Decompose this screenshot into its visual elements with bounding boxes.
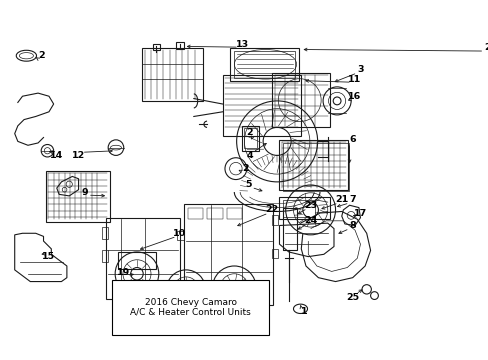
Text: 5: 5 <box>244 180 251 189</box>
Bar <box>105 218 180 300</box>
Text: 2: 2 <box>38 51 44 60</box>
Text: 16: 16 <box>347 92 361 101</box>
Text: 25: 25 <box>346 293 359 302</box>
Bar <box>46 171 109 222</box>
Text: 23: 23 <box>304 201 317 210</box>
Text: 12: 12 <box>72 151 85 160</box>
Text: 2: 2 <box>483 44 488 53</box>
Text: 3: 3 <box>357 65 363 74</box>
Bar <box>177 231 183 240</box>
Text: 17: 17 <box>353 208 366 217</box>
Bar <box>176 42 183 49</box>
Bar <box>142 48 203 101</box>
Text: 2: 2 <box>246 127 253 136</box>
Bar <box>279 140 347 190</box>
Bar <box>183 204 273 305</box>
Bar <box>152 44 160 50</box>
Text: 6: 6 <box>348 135 355 144</box>
Text: 14: 14 <box>50 151 63 160</box>
Bar <box>244 128 256 148</box>
Text: 2016 Chevy Camaro
A/C & Heater Control Units: 2016 Chevy Camaro A/C & Heater Control U… <box>130 298 250 317</box>
Text: 2: 2 <box>242 164 248 173</box>
Bar <box>271 215 277 225</box>
Text: 20: 20 <box>160 287 173 296</box>
Bar <box>102 227 108 239</box>
Bar <box>282 208 296 251</box>
Text: 13: 13 <box>235 40 248 49</box>
Text: 8: 8 <box>348 221 355 230</box>
Bar <box>282 143 348 191</box>
Bar <box>117 252 156 269</box>
Bar <box>242 126 259 151</box>
Text: 11: 11 <box>347 75 361 84</box>
Text: 7: 7 <box>348 195 355 204</box>
Text: 10: 10 <box>173 229 186 238</box>
Text: 4: 4 <box>246 151 253 160</box>
Bar <box>279 197 329 219</box>
Text: 24: 24 <box>304 216 317 225</box>
Bar <box>206 208 222 219</box>
Bar <box>102 251 108 262</box>
Bar <box>187 208 203 219</box>
Text: 1: 1 <box>301 307 307 316</box>
Bar <box>282 200 315 217</box>
Bar <box>222 75 300 136</box>
Text: 21: 21 <box>334 195 347 204</box>
Bar <box>230 48 298 81</box>
Text: 18: 18 <box>210 289 224 298</box>
Bar <box>234 51 294 77</box>
Bar <box>271 73 329 127</box>
Text: 9: 9 <box>81 188 88 197</box>
Bar <box>271 249 277 258</box>
Text: 15: 15 <box>42 252 56 261</box>
Text: 19: 19 <box>117 268 130 277</box>
Bar <box>226 208 242 219</box>
Text: 22: 22 <box>264 206 278 215</box>
